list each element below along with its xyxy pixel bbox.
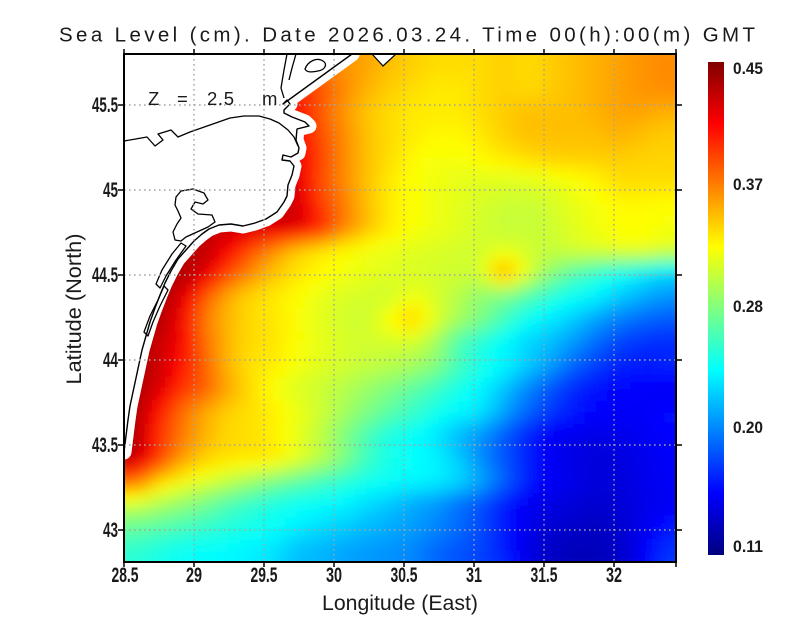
svg-text:31: 31 — [466, 564, 482, 587]
svg-text:Sea Level (cm). Date 2026.03.2: Sea Level (cm). Date 2026.03.24. Time 00… — [59, 24, 755, 47]
svg-text:=: = — [177, 88, 188, 109]
svg-text:0.45: 0.45 — [733, 59, 763, 78]
svg-text:2.5: 2.5 — [207, 88, 234, 109]
svg-text:31.5: 31.5 — [531, 564, 558, 587]
svg-text:28.5: 28.5 — [112, 564, 139, 587]
svg-text:Z: Z — [148, 88, 159, 109]
svg-text:Longitude (East): Longitude (East) — [322, 592, 478, 615]
svg-text:Latitude (North): Latitude (North) — [63, 234, 86, 385]
svg-text:29: 29 — [186, 564, 202, 587]
svg-text:30: 30 — [326, 564, 342, 587]
svg-text:29.5: 29.5 — [251, 564, 278, 587]
svg-text:43: 43 — [103, 519, 118, 542]
svg-text:m: m — [262, 88, 277, 109]
svg-text:0.20: 0.20 — [733, 418, 763, 437]
svg-text:45: 45 — [103, 179, 118, 202]
svg-text:0.28: 0.28 — [733, 297, 763, 316]
svg-text:32: 32 — [606, 564, 622, 587]
svg-text:0.11: 0.11 — [733, 537, 763, 556]
svg-text:30.5: 30.5 — [391, 564, 418, 587]
svg-text:44.5: 44.5 — [92, 264, 118, 287]
svg-text:0.37: 0.37 — [733, 175, 763, 194]
svg-text:44: 44 — [103, 349, 118, 372]
svg-text:43.5: 43.5 — [92, 434, 118, 457]
svg-text:45.5: 45.5 — [92, 94, 118, 117]
